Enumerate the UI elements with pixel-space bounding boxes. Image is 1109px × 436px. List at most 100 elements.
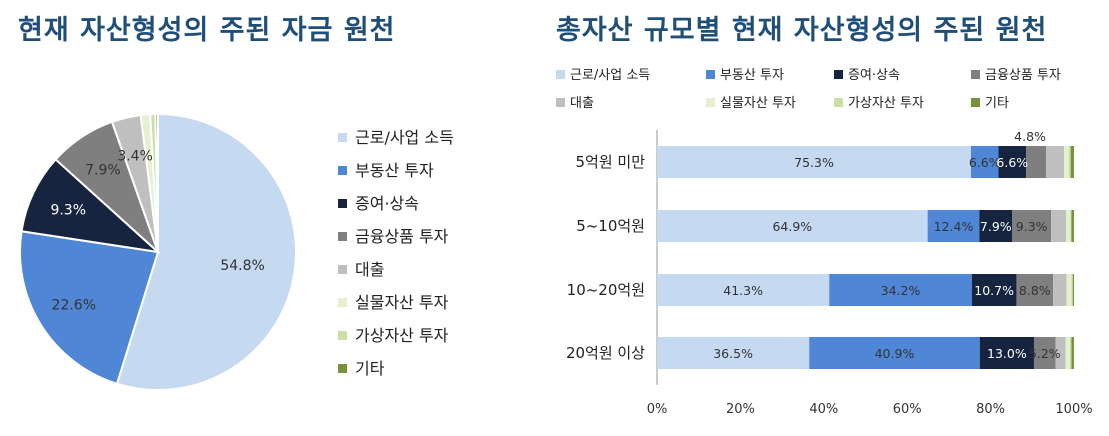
bar-data-label: 75.3% <box>794 155 834 170</box>
pie-slice <box>154 112 159 253</box>
legend-label: 부동산 투자 <box>720 68 784 83</box>
pie-data-label: 54.8% <box>220 258 264 274</box>
bar-segment <box>1071 210 1074 242</box>
bar-data-label: 13.0% <box>987 346 1027 361</box>
legend-swatch <box>834 98 843 107</box>
bar-segment <box>809 337 980 369</box>
bar-segment <box>1051 210 1067 242</box>
bar-segment <box>1068 146 1071 178</box>
bar-data-label: 36.5% <box>713 346 753 361</box>
bar-data-label: 12.4% <box>934 219 974 234</box>
bar-data-label: 8.8% <box>1019 283 1051 298</box>
legend-label: 대출 <box>570 96 594 111</box>
bar-segment <box>657 274 830 306</box>
bar-segment <box>1070 210 1072 242</box>
bar-data-label: 4.8% <box>1014 129 1046 144</box>
legend-swatch <box>556 98 565 107</box>
bar-data-label: 6.6% <box>969 155 1001 170</box>
bar-segment <box>979 337 1034 369</box>
bar-chart-title: 총자산 규모별 현재 자산형성의 주된 원천 <box>556 15 1048 46</box>
x-tick-label: 0% <box>647 402 668 417</box>
x-tick-label: 40% <box>809 402 838 417</box>
bar-data-label: 7.9% <box>980 219 1012 234</box>
legend-swatch <box>338 298 347 307</box>
bar-segment <box>979 210 1013 242</box>
legend-swatch <box>971 70 980 79</box>
bar-segment <box>1053 274 1067 306</box>
legend-label: 금융상품 투자 <box>985 68 1061 83</box>
legend-swatch <box>338 331 347 340</box>
bar-segment <box>1046 146 1064 178</box>
legend-swatch <box>338 364 347 373</box>
bar-data-label: 41.3% <box>723 283 763 298</box>
bar-segment <box>1071 337 1074 369</box>
bar-data-label: 40.9% <box>875 346 915 361</box>
legend-label: 근로/사업 소득 <box>355 128 454 147</box>
bar-segment <box>1026 146 1047 178</box>
bar-segment <box>1070 146 1074 178</box>
x-tick-label: 80% <box>976 402 1005 417</box>
legend-swatch <box>834 70 843 79</box>
bar-segment <box>1033 337 1056 369</box>
bar-segment <box>1065 337 1070 369</box>
legend-swatch <box>338 265 347 274</box>
bar-segment <box>657 210 928 242</box>
legend-swatch <box>338 199 347 208</box>
bar-segment <box>971 146 999 178</box>
bar-segment <box>1012 210 1052 242</box>
pie-chart-title: 현재 자산형성의 주된 자금 원천 <box>18 15 396 46</box>
x-tick-label: 60% <box>893 402 922 417</box>
bar-data-label: 5.2% <box>1029 346 1061 361</box>
legend-label: 부동산 투자 <box>355 161 434 180</box>
category-label: 5~10억원 <box>576 217 645 235</box>
bar-segment <box>1063 146 1069 178</box>
bar-segment <box>1069 337 1072 369</box>
bar-segment <box>1066 274 1072 306</box>
bar-segment <box>1066 210 1071 242</box>
bar-segment <box>971 274 1017 306</box>
bar-segment <box>657 337 810 369</box>
x-tick-label: 100% <box>1055 402 1092 417</box>
pie-slice <box>115 112 297 391</box>
bar-data-label: 10.7% <box>974 283 1014 298</box>
legend-label: 실물자산 투자 <box>355 293 449 312</box>
legend-label: 가상자산 투자 <box>355 326 449 345</box>
bar-segment <box>1071 274 1073 306</box>
legend-label: 기타 <box>355 359 385 378</box>
legend-label: 근로/사업 소득 <box>570 68 650 83</box>
bar-segment <box>1072 274 1074 306</box>
legend-label: 금융상품 투자 <box>355 227 449 246</box>
legend-label: 대출 <box>355 260 384 279</box>
pie-data-label: 3.4% <box>117 148 153 164</box>
bar-segment <box>829 274 972 306</box>
bar-data-label: 6.6% <box>996 155 1028 170</box>
pie-data-label: 22.6% <box>52 298 96 314</box>
pie-data-label: 7.9% <box>85 162 121 178</box>
bar-segment <box>998 146 1027 178</box>
category-label: 10~20억원 <box>567 281 645 299</box>
x-tick-label: 20% <box>726 402 755 417</box>
pie-slice <box>19 230 160 386</box>
pie-data-label: 9.3% <box>50 202 86 218</box>
legend-swatch <box>338 133 347 142</box>
legend-swatch <box>338 232 347 241</box>
category-label: 20억원 이상 <box>566 344 645 362</box>
bar-segment <box>927 210 980 242</box>
legend-label: 실물자산 투자 <box>720 96 796 111</box>
bar-data-label: 34.2% <box>881 283 921 298</box>
legend-swatch <box>338 166 347 175</box>
bar-segment <box>657 146 972 178</box>
legend-swatch <box>971 98 980 107</box>
legend-swatch <box>556 70 565 79</box>
bar-segment <box>1055 337 1066 369</box>
bar-data-label: 9.3% <box>1016 219 1048 234</box>
pie-slice <box>20 158 162 254</box>
legend-swatch <box>706 98 715 107</box>
legend-label: 증여·상속 <box>848 68 900 83</box>
legend-label: 가상자산 투자 <box>848 96 924 111</box>
category-label: 5억원 미만 <box>575 153 645 171</box>
legend-swatch <box>706 70 715 79</box>
legend-label: 증여·상속 <box>355 194 419 213</box>
